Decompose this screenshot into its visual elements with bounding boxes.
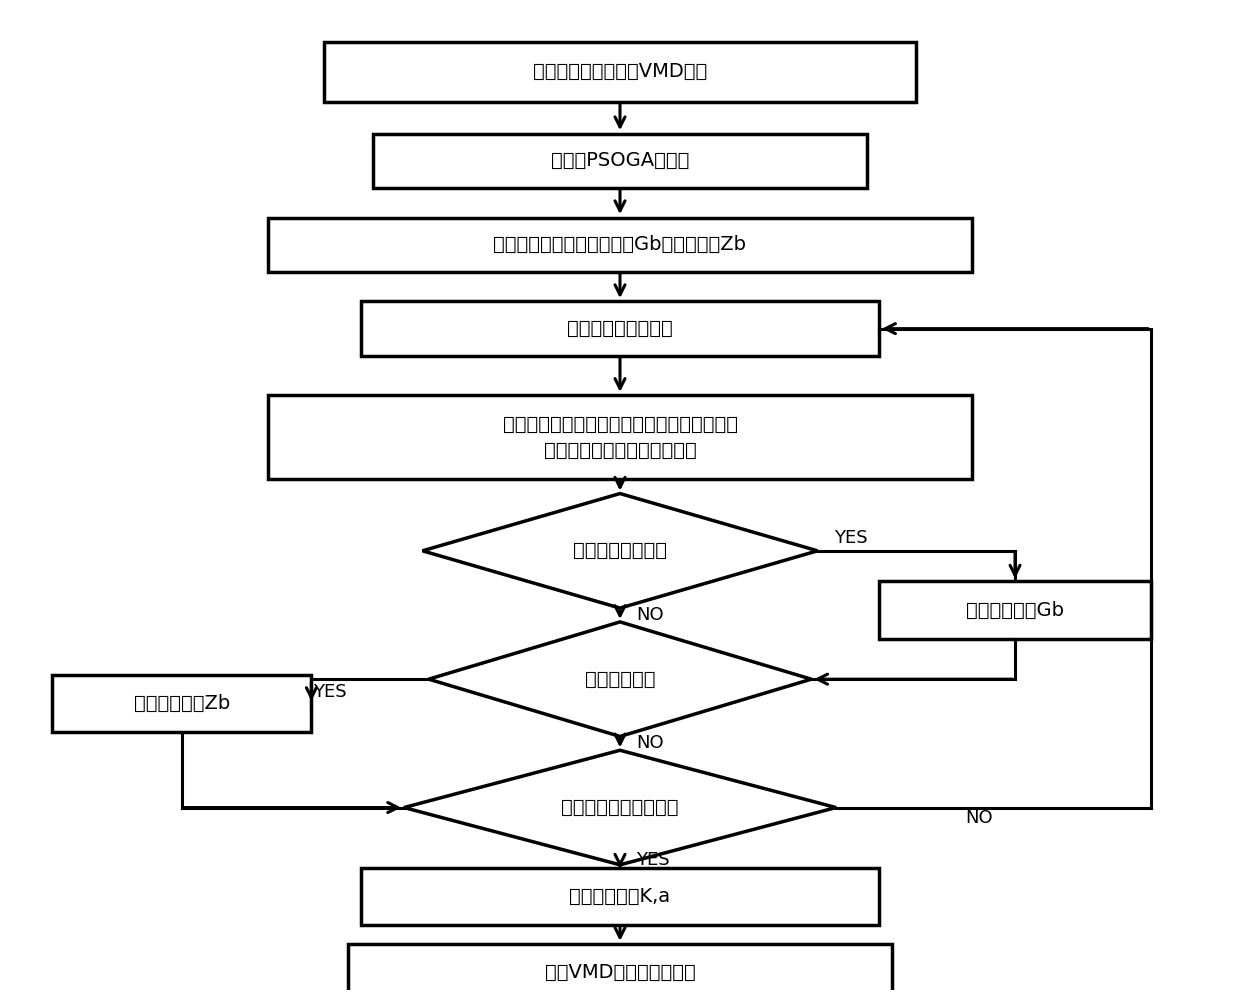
FancyBboxPatch shape xyxy=(361,868,879,925)
Text: 是否达到最大迭代次数: 是否达到最大迭代次数 xyxy=(562,798,678,817)
Polygon shape xyxy=(404,751,836,865)
Text: NO: NO xyxy=(636,606,663,624)
Text: 计算适应度，找到个体最优Gb和全局最优Zb: 计算适应度，找到个体最优Gb和全局最优Zb xyxy=(494,235,746,254)
Text: YES: YES xyxy=(312,683,347,701)
Text: 初始化PSOGA的参数: 初始化PSOGA的参数 xyxy=(551,151,689,170)
Text: 是否优于当前个体: 是否优于当前个体 xyxy=(573,541,667,560)
FancyBboxPatch shape xyxy=(268,217,972,272)
Text: 将当前解赋予Zb: 将当前解赋予Zb xyxy=(134,694,229,713)
FancyBboxPatch shape xyxy=(373,134,867,188)
FancyBboxPatch shape xyxy=(361,302,879,355)
FancyBboxPatch shape xyxy=(879,582,1151,638)
Polygon shape xyxy=(423,494,817,608)
FancyBboxPatch shape xyxy=(324,43,916,101)
Polygon shape xyxy=(429,622,811,737)
FancyBboxPatch shape xyxy=(268,395,972,480)
Text: 构建模拟信号，进行VMD分解: 构建模拟信号，进行VMD分解 xyxy=(533,63,707,81)
Text: NO: NO xyxy=(636,735,663,753)
FancyBboxPatch shape xyxy=(52,675,311,733)
Text: NO: NO xyxy=(966,809,993,827)
Text: 将当前解赋予Gb: 将当前解赋予Gb xyxy=(966,601,1064,620)
Text: 输出最优参数K,a: 输出最优参数K,a xyxy=(569,887,671,906)
Text: 粒子速度和位置更新: 粒子速度和位置更新 xyxy=(567,319,673,339)
Text: YES: YES xyxy=(636,851,670,869)
Text: 是否优于全局: 是否优于全局 xyxy=(585,669,655,689)
FancyBboxPatch shape xyxy=(348,943,892,993)
Text: YES: YES xyxy=(833,529,867,547)
Text: 代入VMD，检测分解精度: 代入VMD，检测分解精度 xyxy=(544,963,696,982)
Text: 将更新后的种群作为遗传算法的初始种群进行
交叉和变异，并计算适应度值: 将更新后的种群作为遗传算法的初始种群进行 交叉和变异，并计算适应度值 xyxy=(502,414,738,460)
